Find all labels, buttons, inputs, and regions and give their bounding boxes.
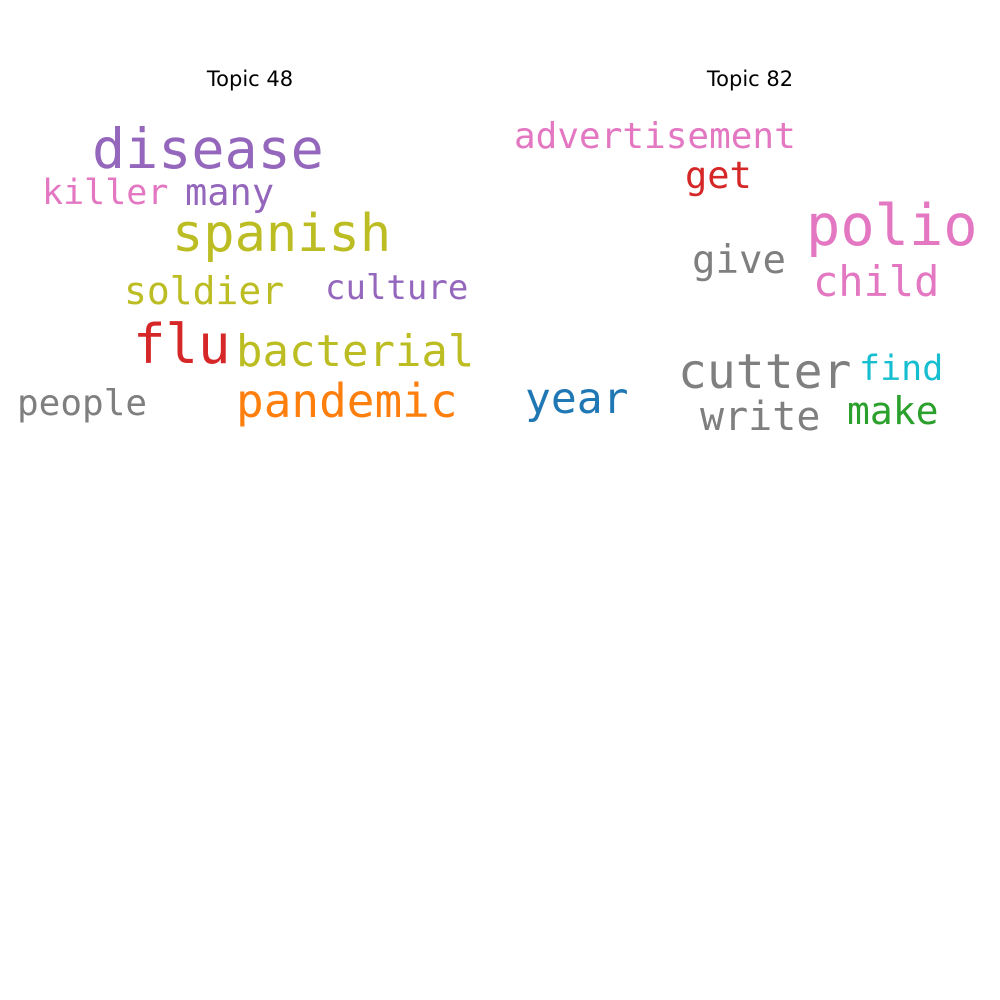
word-soldier: soldier xyxy=(124,269,285,313)
word-advertisement: advertisement xyxy=(514,116,796,157)
panel-title: Topic 48 xyxy=(206,67,294,91)
word-child: child xyxy=(813,257,940,306)
word-give: give xyxy=(692,238,786,283)
word-cutter: cutter xyxy=(678,344,852,400)
word-bacterial: bacterial xyxy=(236,326,475,377)
word-get: get xyxy=(685,154,752,197)
word-killer: killer xyxy=(42,173,169,213)
word-year: year xyxy=(525,374,629,424)
topic-48-wordcloud: Topic 48 disease killer many spanish sol… xyxy=(0,0,500,460)
word-culture: culture xyxy=(325,268,469,308)
word-polio: polio xyxy=(806,193,978,259)
panel-title: Topic 82 xyxy=(706,67,794,91)
topic-82-wordcloud: Topic 82 advertisement get polio give ch… xyxy=(500,0,1000,460)
word-write: write xyxy=(700,394,821,440)
word-disease: disease xyxy=(92,117,324,181)
word-spanish: spanish xyxy=(172,204,392,264)
word-flu: flu xyxy=(133,313,231,376)
word-many: many xyxy=(185,171,275,214)
word-find: find xyxy=(859,349,944,389)
word-make: make xyxy=(847,389,939,433)
word-people: people xyxy=(17,383,148,424)
word-pandemic: pandemic xyxy=(236,374,458,428)
